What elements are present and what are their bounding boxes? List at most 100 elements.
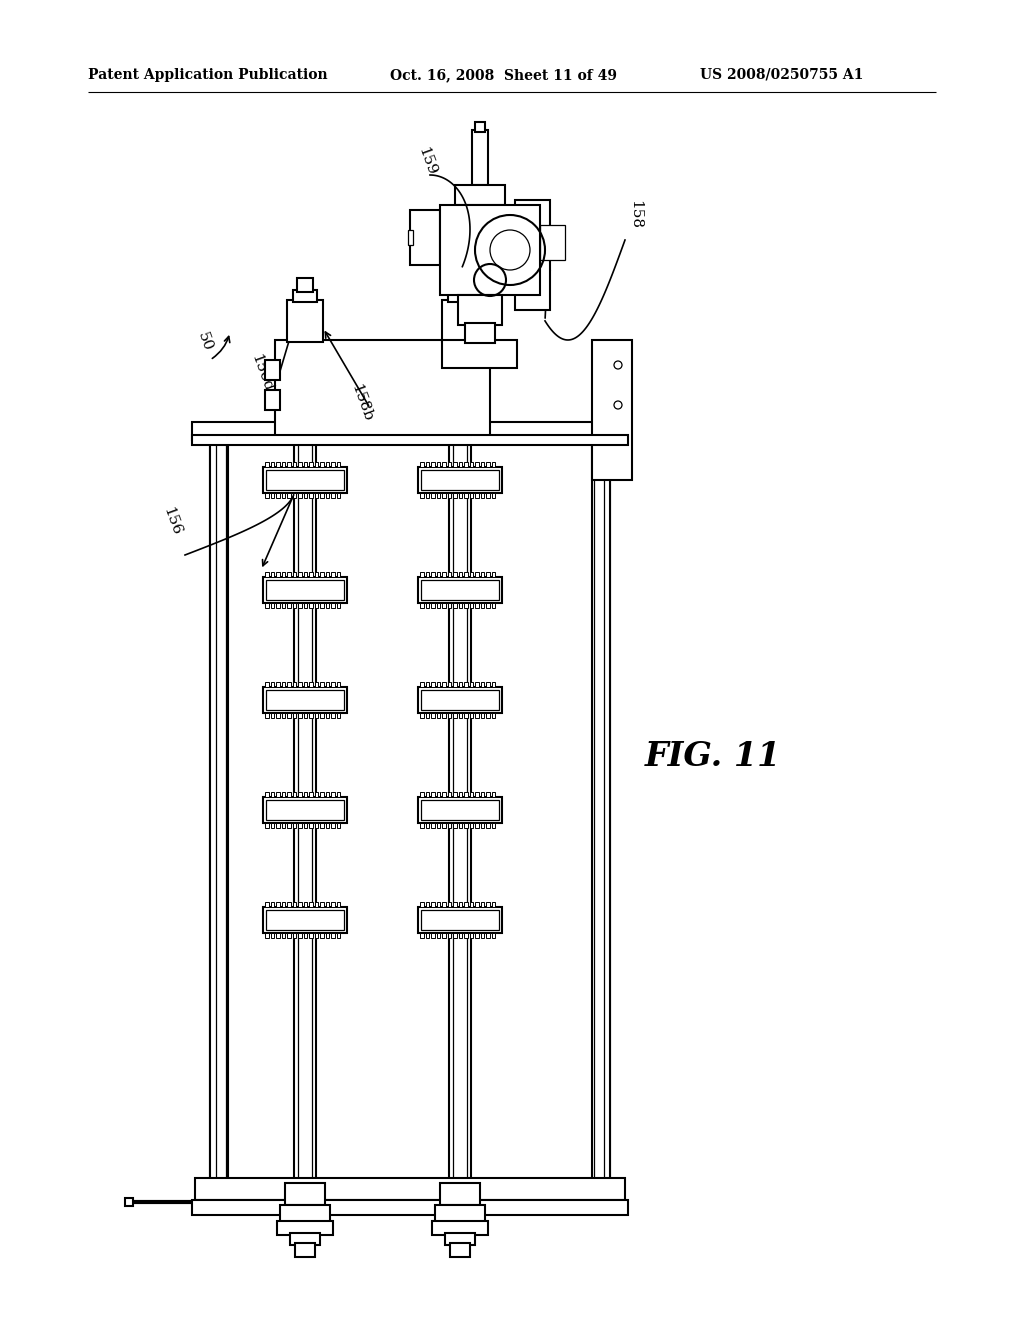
Bar bbox=[331, 462, 335, 467]
Bar bbox=[266, 800, 344, 820]
Bar bbox=[314, 462, 318, 467]
Bar bbox=[475, 792, 478, 797]
Bar bbox=[432, 1221, 488, 1236]
Bar bbox=[337, 603, 340, 609]
Bar bbox=[276, 603, 280, 609]
Bar bbox=[331, 933, 335, 939]
Bar bbox=[298, 603, 301, 609]
Bar bbox=[276, 902, 280, 907]
Bar bbox=[447, 462, 451, 467]
Bar bbox=[195, 1177, 625, 1200]
Bar bbox=[420, 933, 424, 939]
Bar bbox=[464, 603, 468, 609]
Bar bbox=[293, 822, 296, 828]
Bar bbox=[287, 492, 291, 498]
Bar bbox=[303, 713, 307, 718]
Bar bbox=[453, 462, 457, 467]
Bar bbox=[276, 822, 280, 828]
Bar bbox=[418, 907, 502, 933]
Bar bbox=[282, 713, 285, 718]
Bar bbox=[452, 279, 468, 292]
Bar bbox=[464, 572, 468, 577]
Bar bbox=[298, 572, 301, 577]
Bar bbox=[303, 822, 307, 828]
Bar bbox=[125, 1199, 133, 1206]
Bar bbox=[431, 492, 434, 498]
Bar bbox=[287, 682, 291, 686]
Bar bbox=[480, 462, 484, 467]
Bar bbox=[303, 603, 307, 609]
Bar bbox=[486, 933, 489, 939]
Bar bbox=[442, 713, 445, 718]
Bar bbox=[440, 1183, 480, 1205]
Bar bbox=[436, 822, 440, 828]
Bar bbox=[431, 572, 434, 577]
Bar bbox=[276, 462, 280, 467]
Bar bbox=[486, 902, 489, 907]
Bar bbox=[420, 603, 424, 609]
Bar bbox=[464, 822, 468, 828]
Bar bbox=[298, 492, 301, 498]
Bar bbox=[331, 792, 335, 797]
Bar bbox=[426, 603, 429, 609]
Bar bbox=[592, 440, 610, 1200]
Bar bbox=[193, 1200, 628, 1214]
Bar bbox=[442, 572, 445, 577]
Bar bbox=[319, 933, 324, 939]
Bar bbox=[287, 713, 291, 718]
Bar bbox=[309, 572, 312, 577]
Bar bbox=[442, 603, 445, 609]
Bar bbox=[426, 792, 429, 797]
Bar bbox=[263, 577, 347, 603]
Bar bbox=[431, 933, 434, 939]
Bar bbox=[459, 933, 462, 939]
Bar bbox=[319, 682, 324, 686]
Bar bbox=[431, 682, 434, 686]
Bar bbox=[475, 121, 485, 132]
Bar bbox=[447, 933, 451, 939]
Text: 156d: 156d bbox=[248, 352, 274, 393]
Bar bbox=[293, 462, 296, 467]
Bar bbox=[265, 933, 268, 939]
Bar bbox=[492, 902, 495, 907]
Bar bbox=[486, 713, 489, 718]
Bar bbox=[298, 713, 301, 718]
Text: 50: 50 bbox=[195, 330, 215, 352]
Bar bbox=[331, 822, 335, 828]
Bar bbox=[337, 492, 340, 498]
Bar bbox=[480, 492, 484, 498]
Bar bbox=[445, 1233, 475, 1245]
Bar bbox=[442, 341, 517, 368]
Bar bbox=[469, 462, 473, 467]
Bar bbox=[293, 713, 296, 718]
Bar bbox=[293, 572, 296, 577]
Bar bbox=[337, 902, 340, 907]
Bar bbox=[266, 909, 344, 931]
Bar bbox=[486, 603, 489, 609]
Bar bbox=[436, 933, 440, 939]
Bar bbox=[418, 467, 502, 492]
Bar bbox=[297, 279, 313, 292]
Bar bbox=[475, 933, 478, 939]
Bar bbox=[331, 902, 335, 907]
Bar bbox=[293, 682, 296, 686]
Bar bbox=[475, 603, 478, 609]
Bar bbox=[293, 603, 296, 609]
Bar bbox=[282, 682, 285, 686]
Bar bbox=[426, 462, 429, 467]
Bar bbox=[314, 713, 318, 718]
Bar bbox=[492, 822, 495, 828]
Text: FIG. 11: FIG. 11 bbox=[645, 741, 781, 774]
Bar bbox=[326, 682, 329, 686]
Bar bbox=[282, 902, 285, 907]
Bar bbox=[469, 713, 473, 718]
Bar bbox=[314, 572, 318, 577]
Bar bbox=[421, 470, 499, 490]
Bar bbox=[210, 440, 610, 1200]
Bar bbox=[276, 572, 280, 577]
Bar bbox=[453, 792, 457, 797]
Bar bbox=[459, 603, 462, 609]
Bar bbox=[303, 682, 307, 686]
Bar bbox=[594, 440, 604, 1200]
Bar bbox=[193, 436, 628, 445]
